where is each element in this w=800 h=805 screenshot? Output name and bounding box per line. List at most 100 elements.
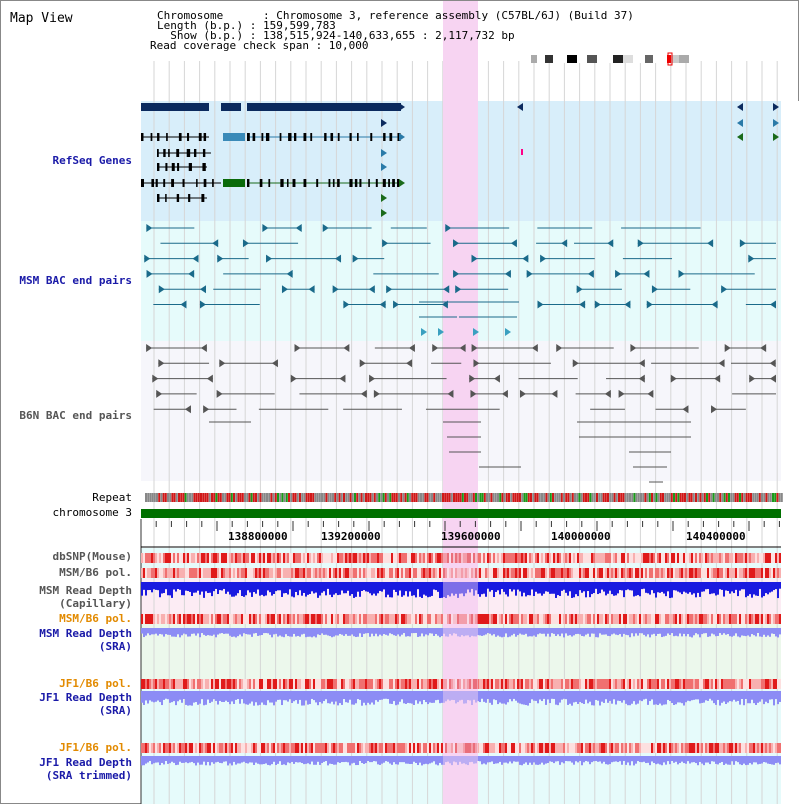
msm-depth-capillary-bar bbox=[329, 582, 331, 595]
repeat-mark bbox=[692, 493, 695, 502]
msm-b6-pol-strip-2 bbox=[427, 614, 429, 624]
track-label-jf1-depth-trimmed[interactable]: JF1 Read Depth bbox=[39, 756, 132, 769]
dbsnp-strip bbox=[697, 553, 699, 563]
ruler-label: 140000000 bbox=[551, 530, 611, 543]
jf1-depth-sra-bar bbox=[659, 691, 661, 704]
msm-depth-sra-bar bbox=[605, 628, 607, 635]
jf1-b6-pol-strip-2 bbox=[497, 743, 499, 753]
msm-depth-sra-bar bbox=[551, 628, 553, 634]
msm-b6-pol-strip-2 bbox=[295, 614, 297, 624]
msm-depth-sra-bar bbox=[261, 628, 263, 635]
repeat-mark bbox=[228, 493, 231, 502]
track-label-repeat[interactable]: Repeat bbox=[92, 491, 132, 504]
jf1-b6-pol-strip-2 bbox=[647, 743, 649, 753]
exon bbox=[186, 149, 191, 157]
msm-depth-sra-bar bbox=[141, 628, 143, 634]
msm-b6-pol-strip-2 bbox=[449, 614, 451, 624]
track-label-jf1-b6-pol-2[interactable]: JF1/B6 pol. bbox=[59, 741, 132, 754]
msm-depth-capillary-bar bbox=[719, 582, 721, 590]
msm-depth-sra-bar bbox=[509, 628, 511, 637]
repeat-mark bbox=[545, 493, 548, 502]
msm-depth-sra-bar bbox=[639, 628, 641, 634]
repeat-mark bbox=[415, 493, 418, 502]
track-label-msm-bac[interactable]: MSM BAC end pairs bbox=[19, 274, 132, 287]
msm-b6-pol-strip-2 bbox=[517, 614, 519, 624]
bac-end-arrow bbox=[678, 269, 685, 278]
repeat-mark bbox=[560, 493, 563, 502]
dbsnp-strip bbox=[419, 553, 421, 563]
msm-depth-capillary-bar bbox=[359, 582, 361, 597]
msm-b6-pol-strip-2 bbox=[589, 614, 591, 624]
dbsnp-strip bbox=[759, 553, 761, 563]
repeat-mark bbox=[642, 493, 645, 502]
msm-b6-pol-strip bbox=[287, 568, 289, 578]
gene-utr bbox=[223, 179, 245, 187]
jf1-b6-pol-strip-2 bbox=[721, 743, 723, 753]
msm-depth-capillary-bar bbox=[391, 582, 393, 598]
msm-b6-pol-strip bbox=[409, 568, 411, 578]
jf1-depth-sra-bar bbox=[399, 691, 401, 702]
track-label-msm-b6-pol-2[interactable]: MSM/B6 pol. bbox=[59, 612, 132, 625]
track-label-chromosome[interactable]: chromosome 3 bbox=[52, 506, 132, 519]
msm-b6-pol-strip bbox=[307, 568, 309, 578]
msm-b6-pol-strip bbox=[603, 568, 605, 578]
jf1-b6-pol-strip bbox=[625, 679, 627, 689]
dbsnp-strip bbox=[437, 553, 439, 563]
msm-depth-capillary-bar bbox=[569, 582, 571, 592]
jf1-b6-pol-strip bbox=[513, 679, 515, 689]
msm-depth-capillary-bar bbox=[573, 582, 575, 598]
jf1-b6-pol-strip-2 bbox=[515, 743, 517, 753]
msm-b6-pol-strip-2 bbox=[399, 614, 401, 624]
jf1-b6-pol-strip-2 bbox=[499, 743, 501, 753]
bac-end-arrow bbox=[643, 269, 650, 278]
jf1-depth-sra-bar bbox=[427, 691, 429, 705]
jf1-b6-pol-strip bbox=[553, 679, 555, 689]
jf1-depth-sra-bar bbox=[441, 691, 443, 703]
jf1-depth-trimmed-bar bbox=[575, 756, 577, 762]
msm-b6-pol-strip-2 bbox=[497, 614, 499, 624]
msm-b6-pol-strip-2 bbox=[293, 614, 295, 624]
msm-depth-sra-bar bbox=[573, 628, 575, 636]
jf1-depth-trimmed-bar bbox=[779, 756, 781, 765]
msm-depth-sra-bar bbox=[671, 628, 673, 634]
jf1-depth-sra-bar bbox=[171, 691, 173, 703]
jf1-b6-pol-strip bbox=[595, 679, 597, 689]
jf1-depth-sra-bar bbox=[277, 691, 279, 700]
msm-depth-capillary-bar bbox=[521, 582, 523, 597]
msm-b6-pol-strip-2 bbox=[473, 614, 475, 624]
dbsnp-strip bbox=[539, 553, 541, 563]
dbsnp-strip bbox=[549, 553, 551, 563]
jf1-depth-sra-bar bbox=[477, 691, 479, 702]
track-label-msm-depth-capillary[interactable]: MSM Read Depth bbox=[39, 584, 132, 597]
msm-b6-pol-strip bbox=[269, 568, 271, 578]
jf1-b6-pol-strip-2 bbox=[651, 743, 653, 753]
exon bbox=[203, 133, 207, 141]
msm-depth-capillary-bar bbox=[363, 582, 365, 591]
msm-b6-pol-strip-2 bbox=[617, 614, 619, 624]
msm-b6-pol-strip-2 bbox=[539, 614, 541, 624]
exon bbox=[157, 149, 159, 157]
jf1-b6-pol-strip bbox=[365, 679, 367, 689]
jf1-depth-sra-bar bbox=[583, 691, 585, 705]
bac-end-arrow bbox=[618, 389, 625, 398]
track-label-msm-b6-pol[interactable]: MSM/B6 pol. bbox=[59, 566, 132, 579]
repeat-mark bbox=[312, 493, 315, 502]
track-label-refseq[interactable]: RefSeq Genes bbox=[52, 154, 132, 167]
msm-b6-pol-strip-2 bbox=[531, 614, 533, 624]
track-label-dbsnp[interactable]: dbSNP(Mouse) bbox=[52, 550, 132, 563]
track-label-jf1-b6-pol[interactable]: JF1/B6 pol. bbox=[59, 677, 132, 690]
repeat-mark bbox=[413, 493, 416, 502]
track-label-b6n-bac[interactable]: B6N BAC end pairs bbox=[19, 409, 132, 422]
jf1-b6-pol-strip-2 bbox=[761, 743, 763, 753]
track-label-jf1-depth-sra[interactable]: JF1 Read Depth bbox=[39, 691, 132, 704]
msm-b6-pol-strip bbox=[301, 568, 303, 578]
track-label-msm-depth-sra[interactable]: MSM Read Depth bbox=[39, 627, 132, 640]
msm-depth-sra-bar bbox=[379, 628, 381, 635]
jf1-depth-trimmed-bar bbox=[739, 756, 741, 765]
jf1-depth-sra-bar bbox=[667, 691, 669, 700]
jf1-b6-pol-strip-2 bbox=[553, 743, 555, 753]
msm-depth-capillary-bar bbox=[731, 582, 733, 592]
dbsnp-strip bbox=[341, 553, 343, 563]
msm-depth-capillary-bar bbox=[271, 582, 273, 596]
